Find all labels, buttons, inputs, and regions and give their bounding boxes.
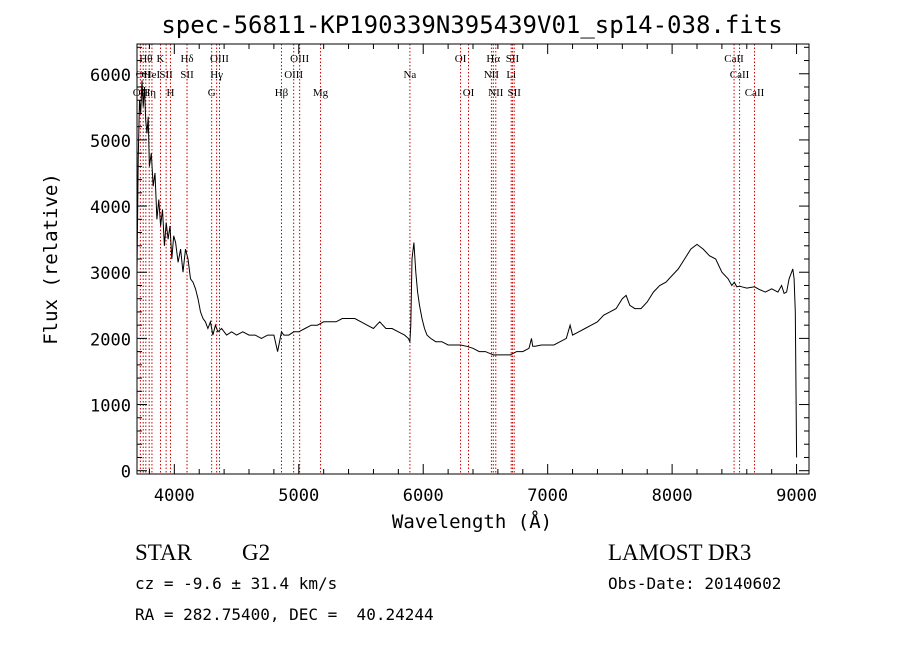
spectrum-line xyxy=(136,80,798,458)
marker-label: Hδ xyxy=(180,53,193,65)
obs-date: Obs-Date: 20140602 xyxy=(608,574,781,593)
marker-label: H xyxy=(166,87,174,99)
marker-label: CaII xyxy=(724,53,744,65)
marker-label: Hθ xyxy=(139,53,152,65)
survey-name: LAMOST DR3 xyxy=(608,540,751,565)
marker-label: SII xyxy=(180,69,194,81)
marker-label: NII xyxy=(484,69,500,81)
y-tick-label: 5000 xyxy=(90,132,131,152)
marker-label: CaII xyxy=(745,87,765,99)
marker-label: Li xyxy=(506,69,516,81)
y-tick-label: 6000 xyxy=(90,66,131,86)
plot-frame xyxy=(136,43,810,475)
chart-title: spec-56811-KP190339N395439V01_sp14-038.f… xyxy=(161,11,782,39)
marker-label: OIII xyxy=(290,53,309,65)
x-tick-label: 6000 xyxy=(403,486,444,506)
marker-label: HeI xyxy=(144,69,161,81)
marker-label: SII xyxy=(159,69,173,81)
x-tick-label: 4000 xyxy=(154,486,195,506)
marker-label: K xyxy=(157,53,165,65)
x-tick-label: 9000 xyxy=(776,486,817,506)
marker-label: OIII xyxy=(284,69,303,81)
marker-label: OIII xyxy=(210,53,229,65)
y-tick-label: 3000 xyxy=(90,264,131,284)
marker-label: Hα xyxy=(486,53,500,65)
marker-lines xyxy=(139,44,755,474)
marker-label: Mg xyxy=(313,87,329,99)
y-tick-label: 2000 xyxy=(90,330,131,350)
x-tick-label: 8000 xyxy=(652,486,693,506)
y-axis: 0 1000 2000 3000 4000 5000 6000 xyxy=(90,46,809,483)
marker-label: OII xyxy=(136,69,152,81)
y-tick-label: 1000 xyxy=(90,397,131,417)
marker-label: Hγ xyxy=(210,69,223,81)
marker-label: SII xyxy=(506,53,520,65)
marker-label: Na xyxy=(403,69,416,81)
marker-label: G xyxy=(208,87,216,99)
y-tick-label: 0 xyxy=(121,463,131,483)
marker-label: Hβ xyxy=(275,87,289,99)
marker-labels: OIIOIIHθHηHeIKSIIHHδSIIGHγOIIIHβOIIIOIII… xyxy=(133,53,765,99)
x-tick-label: 7000 xyxy=(527,486,568,506)
object-class: STAR xyxy=(135,540,193,565)
x-axis-label: Wavelength (Å) xyxy=(392,510,552,533)
marker-label: Hη xyxy=(142,87,156,99)
marker-label: OI xyxy=(463,87,475,99)
coordinates: RA = 282.75400, DEC = 40.24244 xyxy=(135,605,434,624)
object-subclass: G2 xyxy=(242,540,270,565)
x-axis: 4000 5000 6000 7000 8000 9000 xyxy=(148,44,817,506)
marker-label: NII xyxy=(488,87,504,99)
x-tick-label: 5000 xyxy=(278,486,319,506)
marker-label: SII xyxy=(507,87,521,99)
y-axis-label: Flux (relative) xyxy=(40,173,62,345)
marker-label: CaII xyxy=(730,69,750,81)
marker-label: OI xyxy=(455,53,467,65)
redshift-readout: cz = -9.6 ± 31.4 km/s xyxy=(135,574,337,593)
y-tick-label: 4000 xyxy=(90,198,131,218)
